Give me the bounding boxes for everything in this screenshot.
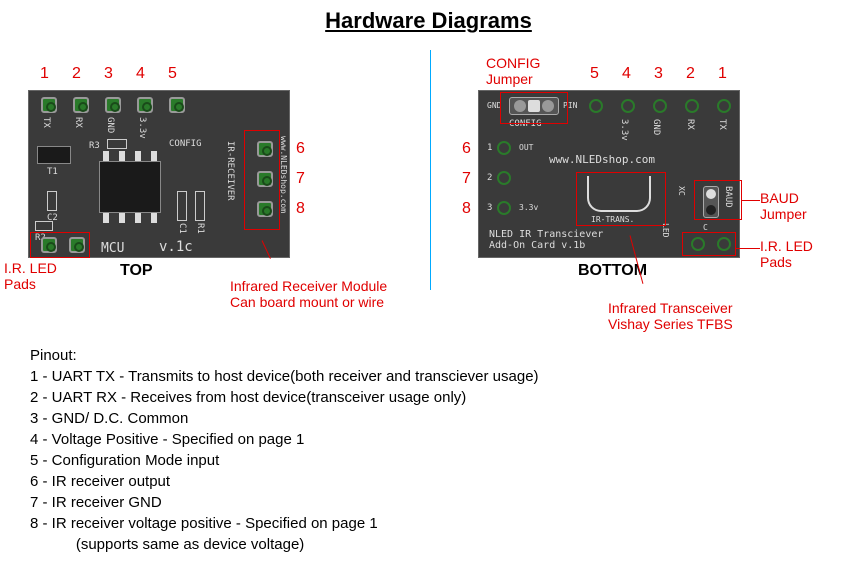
pinout-line: (supports same as device voltage)	[30, 534, 539, 555]
callout-configjumper: CONFIG Jumper	[486, 55, 540, 87]
silk-bot-xc: XC	[677, 186, 686, 196]
silk-bot-33vb: 3.3v	[619, 119, 629, 141]
silk-r1: R1	[195, 223, 205, 234]
silk-bot-c: C	[703, 223, 708, 232]
silk-bot-n2: 2	[487, 173, 492, 183]
pin-num-4: 4	[136, 65, 145, 83]
box-config-jumper	[500, 92, 568, 124]
pin-bot-8: 8	[462, 200, 471, 218]
silk-r3: R3	[89, 141, 100, 151]
pinout-line: 8 - IR receiver voltage positive - Speci…	[30, 513, 539, 534]
callout-irtrans: Infrared Transceiver Vishay Series TFBS	[608, 300, 733, 332]
pinout-line: 5 - Configuration Mode input	[30, 450, 539, 471]
box-irled-bot	[682, 232, 736, 256]
pinout-block: Pinout: 1 - UART TX - Transmits to host …	[30, 345, 539, 555]
pinout-heading: Pinout:	[30, 345, 539, 366]
silk-rx: RX	[73, 117, 83, 128]
page-title: Hardware Diagrams	[0, 8, 857, 34]
box-irled-top	[30, 232, 90, 258]
silk-bot-title: NLED IR Transciever Add-On Card v.1b	[489, 229, 603, 251]
silk-bot-33v: 3.3v	[519, 203, 538, 212]
silk-bot-tx: TX	[717, 119, 727, 130]
pin-bot-2: 2	[686, 65, 695, 83]
callout-irrecv: Infrared Receiver Module Can board mount…	[230, 278, 387, 310]
pin-bot-7: 7	[462, 170, 471, 188]
box-irtrans	[576, 172, 666, 226]
pin-bot-1: 1	[718, 65, 727, 83]
silk-bot-n1: 1	[487, 143, 492, 153]
pin-num-6: 6	[296, 140, 305, 158]
silk-config: CONFIG	[169, 139, 202, 149]
callout-irled-top: I.R. LED Pads	[4, 260, 57, 292]
pinout-line: 7 - IR receiver GND	[30, 492, 539, 513]
pinout-line: 1 - UART TX - Transmits to host device(b…	[30, 366, 539, 387]
silk-url-top: www.NLEDshop.com	[279, 136, 288, 213]
pin-bot-3: 3	[654, 65, 663, 83]
box-baud	[694, 180, 742, 220]
pin-num-2: 2	[72, 65, 81, 83]
silk-c1: C1	[177, 223, 187, 234]
silk-bot-rx: RX	[685, 119, 695, 130]
silk-bot-out: OUT	[519, 143, 533, 152]
pin-num-5: 5	[168, 65, 177, 83]
callout-baud: BAUD Jumper	[760, 190, 807, 222]
pin-num-7: 7	[296, 170, 305, 188]
silk-gnd: GND	[105, 117, 115, 133]
silk-t1: T1	[47, 167, 58, 177]
pin-num-3: 3	[104, 65, 113, 83]
silk-tx: TX	[41, 117, 51, 128]
silk-irrecv: IR-RECEIVER	[225, 141, 235, 201]
pin-num-8: 8	[296, 200, 305, 218]
silk-bot-url: www.NLEDshop.com	[549, 153, 655, 166]
pinout-line: 2 - UART RX - Receives from host device(…	[30, 387, 539, 408]
callout-irled-bot: I.R. LED Pads	[760, 238, 813, 270]
pin-num-1: 1	[40, 65, 49, 83]
pinout-line: 3 - GND/ D.C. Common	[30, 408, 539, 429]
silk-bot-n3: 3	[487, 203, 492, 213]
silk-mcu: MCU	[101, 241, 124, 256]
vertical-divider	[430, 50, 431, 290]
caption-top: TOP	[120, 262, 153, 280]
box-irrecv-top	[244, 130, 280, 230]
silk-bot-gnd2: GND	[651, 119, 661, 135]
pinout-line: 6 - IR receiver output	[30, 471, 539, 492]
pinout-line: 4 - Voltage Positive - Specified on page…	[30, 429, 539, 450]
silk-33v: 3.3v	[137, 117, 147, 139]
pin-bot-6: 6	[462, 140, 471, 158]
pin-bot-5: 5	[590, 65, 599, 83]
silk-ver: v.1c	[159, 239, 193, 255]
pin-bot-4: 4	[622, 65, 631, 83]
